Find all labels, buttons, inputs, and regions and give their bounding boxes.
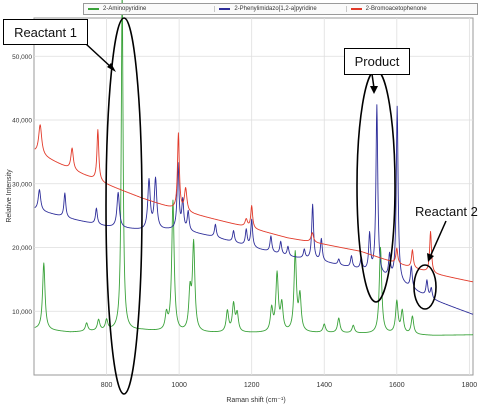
legend-swatch-green bbox=[88, 8, 99, 10]
product-arrow-head bbox=[370, 86, 378, 94]
series-line-2 bbox=[34, 124, 474, 283]
legend-swatch-blue bbox=[219, 8, 231, 10]
y-tick-label: 20,000 bbox=[12, 245, 32, 252]
x-tick-label: 1400 bbox=[316, 382, 332, 389]
x-tick-label: 800 bbox=[101, 382, 113, 389]
legend-swatch-red bbox=[350, 8, 362, 10]
reactant1-arrow-line bbox=[85, 43, 113, 69]
legend-label: 2-Bromoacetophenone bbox=[365, 6, 427, 12]
y-tick-label: 30,000 bbox=[12, 181, 32, 188]
x-tick-label: 1000 bbox=[171, 382, 187, 389]
legend: 2-Aminopyridine 2-Phenylimidazo[1,2-a]py… bbox=[83, 3, 478, 15]
product-arrow-line bbox=[371, 73, 375, 89]
x-tick-label: 1200 bbox=[244, 382, 260, 389]
series-line-1 bbox=[34, 104, 474, 315]
reactant1-ellipse bbox=[105, 17, 143, 395]
reactant2-arrow-head bbox=[427, 253, 434, 262]
reactant1-callout: Reactant 1 bbox=[3, 19, 88, 45]
reactant2-ellipse bbox=[413, 264, 437, 310]
y-axis-label: Relative Intensity bbox=[6, 169, 13, 223]
series-lines bbox=[34, 0, 474, 336]
legend-item-phenylimidazopyridine: 2-Phenylimidazo[1,2-a]pyridine bbox=[214, 6, 345, 12]
y-tick-label: 50,000 bbox=[12, 54, 32, 61]
x-tick-label: 1800 bbox=[462, 382, 478, 389]
axis-ticks: 800 1000 1200 1400 1600 1800 10,000 20,000 30,00… bbox=[12, 54, 477, 389]
y-tick-label: 10,000 bbox=[12, 309, 32, 316]
legend-label: 2-Phenylimidazo[1,2-a]pyridine bbox=[234, 6, 317, 12]
legend-item-aminopyridine: 2-Aminopyridine bbox=[84, 6, 214, 12]
y-tick-label: 40,000 bbox=[12, 118, 32, 125]
legend-item-bromoacetophenone: 2-Bromoacetophenone bbox=[345, 6, 477, 12]
x-tick-label: 1600 bbox=[389, 382, 405, 389]
reactant2-arrow-line bbox=[429, 220, 447, 258]
legend-label: 2-Aminopyridine bbox=[103, 6, 147, 12]
reactant1-arrow-head bbox=[107, 63, 116, 72]
series-line-0 bbox=[34, 0, 474, 336]
plot-area bbox=[33, 17, 474, 376]
reactant2-label: Reactant 2 bbox=[415, 204, 478, 219]
x-axis-label: Raman shift (cm⁻¹) bbox=[226, 397, 285, 404]
product-callout: Product bbox=[344, 48, 410, 75]
